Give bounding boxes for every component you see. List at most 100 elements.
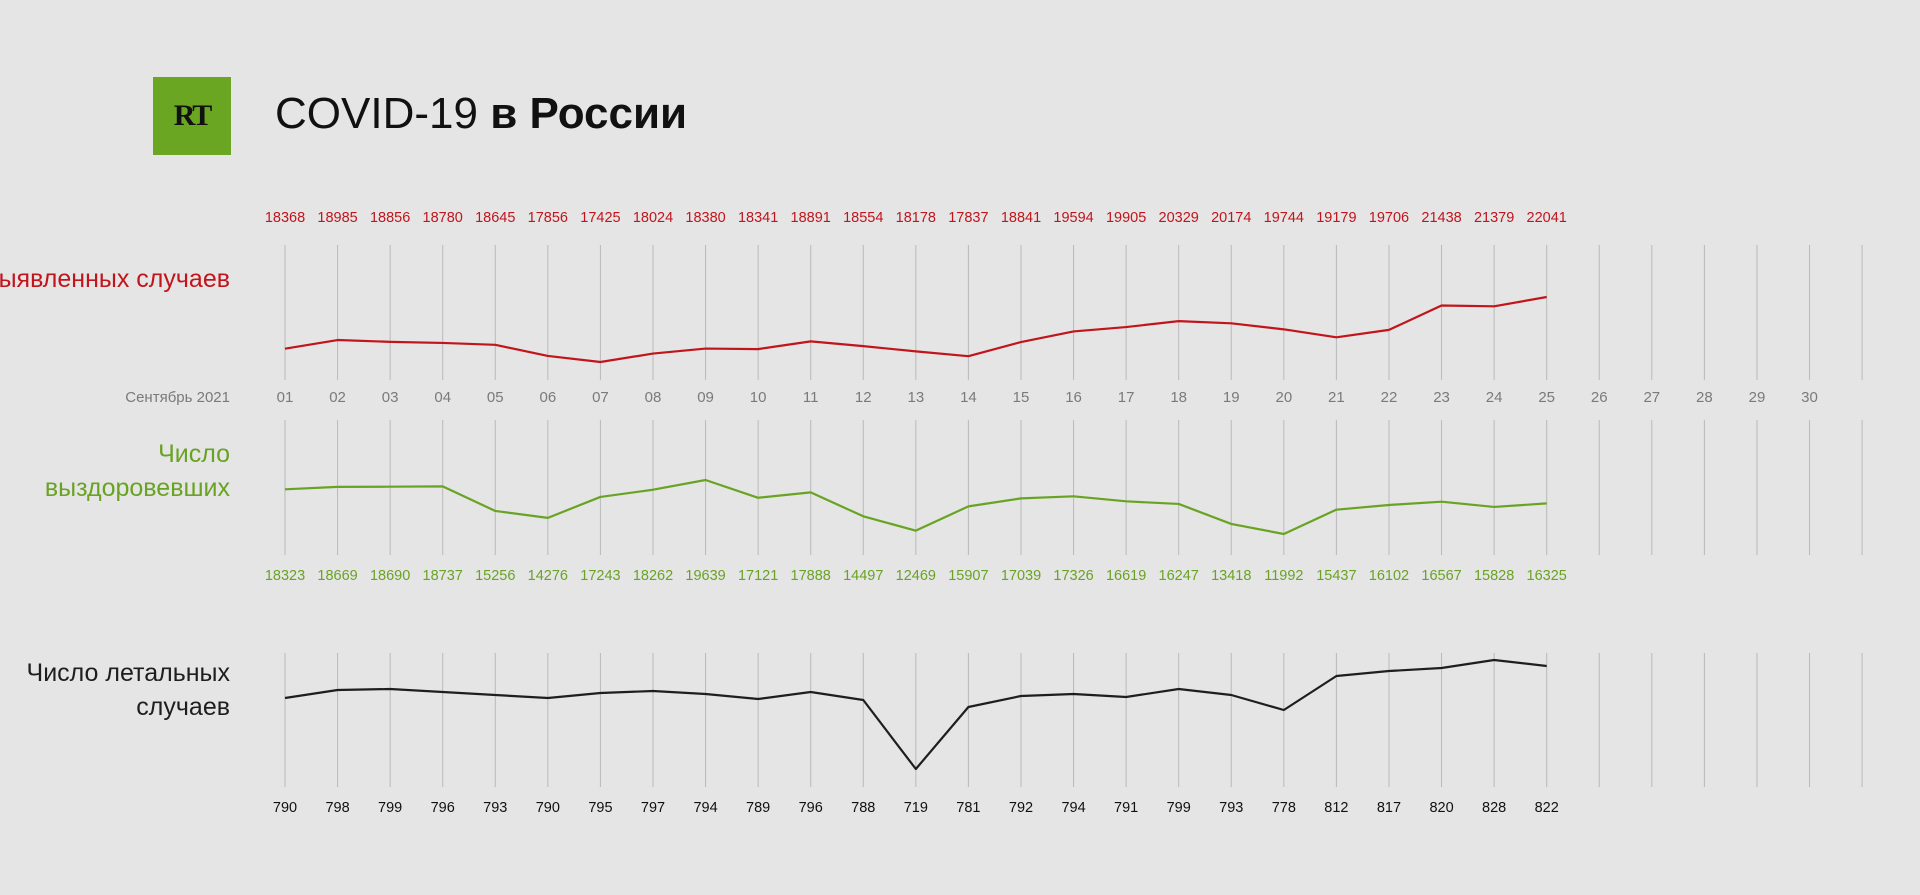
data-label: 799 xyxy=(378,800,402,816)
data-label: 12469 xyxy=(896,568,936,584)
x-tick-label: 04 xyxy=(434,389,451,406)
data-label: 791 xyxy=(1114,800,1138,816)
x-tick-label: 21 xyxy=(1328,389,1345,406)
data-label: 18380 xyxy=(685,210,725,226)
x-tick-label: 13 xyxy=(907,389,924,406)
data-label: 18178 xyxy=(896,210,936,226)
data-label: 798 xyxy=(325,800,349,816)
data-label: 790 xyxy=(273,800,297,816)
data-label: 19179 xyxy=(1316,210,1356,226)
x-tick-label: 28 xyxy=(1696,389,1713,406)
data-label: 18024 xyxy=(633,210,673,226)
x-tick-label: 19 xyxy=(1223,389,1240,406)
x-tick-label: 23 xyxy=(1433,389,1450,406)
x-tick-label: 16 xyxy=(1065,389,1082,406)
data-label: 18737 xyxy=(423,568,463,584)
x-tick-label: 10 xyxy=(750,389,767,406)
x-tick-label: 25 xyxy=(1538,389,1555,406)
data-label: 17856 xyxy=(528,210,568,226)
data-label: 797 xyxy=(641,800,665,816)
data-label: 793 xyxy=(483,800,507,816)
data-label: 14497 xyxy=(843,568,883,584)
x-tick-label: 26 xyxy=(1591,389,1608,406)
data-label: 781 xyxy=(956,800,980,816)
x-axis-label: Сентябрь 2021 xyxy=(125,389,230,406)
x-tick-label: 17 xyxy=(1118,389,1135,406)
data-label: 15437 xyxy=(1316,568,1356,584)
x-tick-label: 01 xyxy=(277,389,294,406)
x-tick-label: 24 xyxy=(1486,389,1503,406)
logo-box xyxy=(153,77,231,155)
data-label: 828 xyxy=(1482,800,1506,816)
data-label: 22041 xyxy=(1527,210,1567,226)
data-label: 788 xyxy=(851,800,875,816)
data-label: 19905 xyxy=(1106,210,1146,226)
data-label: 16325 xyxy=(1527,568,1567,584)
data-label: 16247 xyxy=(1159,568,1199,584)
x-tick-label: 15 xyxy=(1013,389,1030,406)
data-label: 18856 xyxy=(370,210,410,226)
series-line xyxy=(284,478,1547,536)
data-label: 11992 xyxy=(1264,568,1303,584)
x-tick-label: 22 xyxy=(1381,389,1398,406)
x-tick-label: 06 xyxy=(540,389,557,406)
data-label: 18985 xyxy=(317,210,357,226)
data-label: 794 xyxy=(1061,800,1085,816)
data-label: 790 xyxy=(536,800,560,816)
data-label: 796 xyxy=(431,800,455,816)
data-label: 719 xyxy=(904,800,928,816)
data-label: 17888 xyxy=(791,568,831,584)
data-label: 18780 xyxy=(423,210,463,226)
data-label: 18368 xyxy=(265,210,305,226)
series-label: Число летальных случаев xyxy=(26,659,230,721)
x-tick-label: 20 xyxy=(1275,389,1292,406)
x-tick-label: 30 xyxy=(1801,389,1818,406)
data-label: 18841 xyxy=(1001,210,1041,226)
data-label: 16619 xyxy=(1106,568,1146,584)
data-label: 19706 xyxy=(1369,210,1409,226)
x-tick-label: 09 xyxy=(697,389,714,406)
data-label: 18669 xyxy=(317,568,357,584)
data-label: 17121 xyxy=(738,568,778,584)
data-label: 794 xyxy=(693,800,717,816)
x-tick-label: 07 xyxy=(592,389,609,406)
data-label: 21379 xyxy=(1474,210,1514,226)
data-label: 19594 xyxy=(1053,210,1093,226)
data-label: 18262 xyxy=(633,568,673,584)
data-label: 18645 xyxy=(475,210,515,226)
x-tick-label: 12 xyxy=(855,389,872,406)
data-label: 822 xyxy=(1535,800,1559,816)
series-line xyxy=(284,295,1547,364)
data-label: 16102 xyxy=(1369,568,1409,584)
data-label: 16567 xyxy=(1421,568,1461,584)
data-label: 18891 xyxy=(791,210,831,226)
data-label: 793 xyxy=(1219,800,1243,816)
data-label: 21438 xyxy=(1421,210,1461,226)
logo: RT xyxy=(174,99,213,132)
data-label: 17425 xyxy=(580,210,620,226)
series-label: Выявленных случаев xyxy=(0,265,230,293)
series-label: Число выздоровевших xyxy=(44,440,230,502)
data-label: 792 xyxy=(1009,800,1033,816)
data-label: 17243 xyxy=(580,568,620,584)
data-label: 18690 xyxy=(370,568,410,584)
x-tick-label: 14 xyxy=(960,389,977,406)
data-label: 18554 xyxy=(843,210,883,226)
chart-title: COVID-19 в России xyxy=(275,89,687,138)
series-line xyxy=(284,658,1547,771)
data-label: 17326 xyxy=(1053,568,1093,584)
data-label: 14276 xyxy=(528,568,568,584)
data-label: 820 xyxy=(1429,800,1453,816)
x-tick-label: 27 xyxy=(1643,389,1660,406)
x-tick-label: 29 xyxy=(1749,389,1766,406)
data-label: 17837 xyxy=(948,210,988,226)
title-bold: в России xyxy=(490,89,687,138)
x-tick-label: 08 xyxy=(645,389,662,406)
data-label: 15907 xyxy=(948,568,988,584)
data-label: 13418 xyxy=(1211,568,1251,584)
data-label: 15256 xyxy=(475,568,515,584)
x-tick-label: 02 xyxy=(329,389,346,406)
data-label: 18341 xyxy=(738,210,778,226)
data-label: 795 xyxy=(588,800,612,816)
